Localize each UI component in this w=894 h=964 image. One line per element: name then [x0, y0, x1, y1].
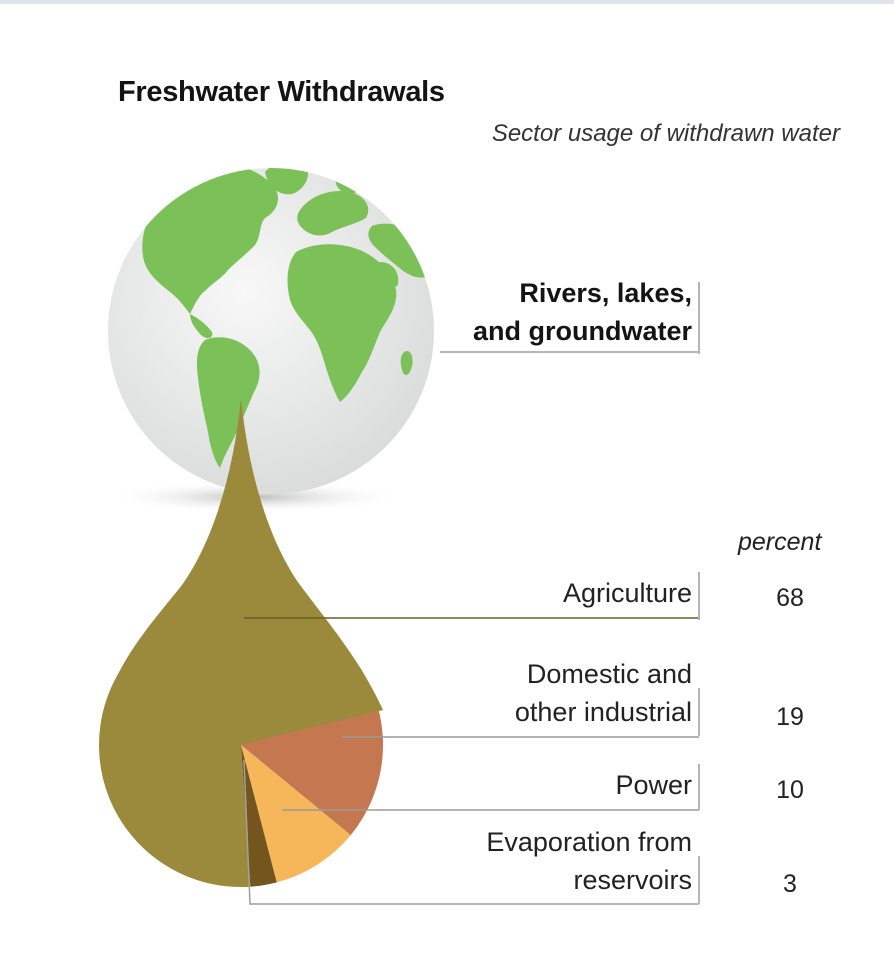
source-label-line1: Rivers, lakes, — [519, 278, 692, 308]
drop-tip-left — [104, 398, 241, 745]
source-divider — [698, 282, 700, 354]
category-label-line: reservoirs — [573, 865, 692, 895]
value-label: 10 — [776, 776, 804, 804]
leader-line — [243, 759, 699, 905]
value-label: 68 — [776, 584, 804, 612]
chart-title: Freshwater Withdrawals — [118, 76, 445, 108]
category-label-line: other industrial — [514, 697, 692, 727]
globe-icon — [108, 168, 434, 494]
category-label-line: Power — [615, 770, 692, 800]
source-label: Rivers, lakes, and groundwater — [473, 274, 692, 350]
category-label-evaporation: Evaporation from reservoirs — [486, 823, 692, 899]
category-label-domestic: Domestic and other industrial — [515, 655, 692, 731]
category-label-agriculture: Agriculture — [563, 574, 692, 612]
category-divider — [698, 688, 700, 736]
category-label-line: Evaporation from — [486, 827, 692, 857]
chart-subtitle: Sector usage of withdrawn water — [491, 120, 840, 147]
category-divider — [698, 572, 700, 620]
category-divider — [698, 764, 700, 810]
category-label-power: Power — [615, 766, 692, 804]
unit-label: percent — [738, 528, 822, 556]
leader-lines — [243, 617, 699, 905]
drop-tip — [241, 398, 383, 745]
top-rule — [0, 0, 894, 4]
pie-slice-evaporation — [241, 745, 277, 887]
value-label: 19 — [776, 703, 804, 731]
pie-slice-power — [241, 745, 351, 883]
value-label: 3 — [783, 870, 797, 898]
source-label-line2: and groundwater — [472, 316, 692, 346]
category-label-line: Domestic and — [526, 659, 692, 689]
category-label-line: Agriculture — [562, 578, 692, 608]
category-divider — [698, 856, 700, 904]
